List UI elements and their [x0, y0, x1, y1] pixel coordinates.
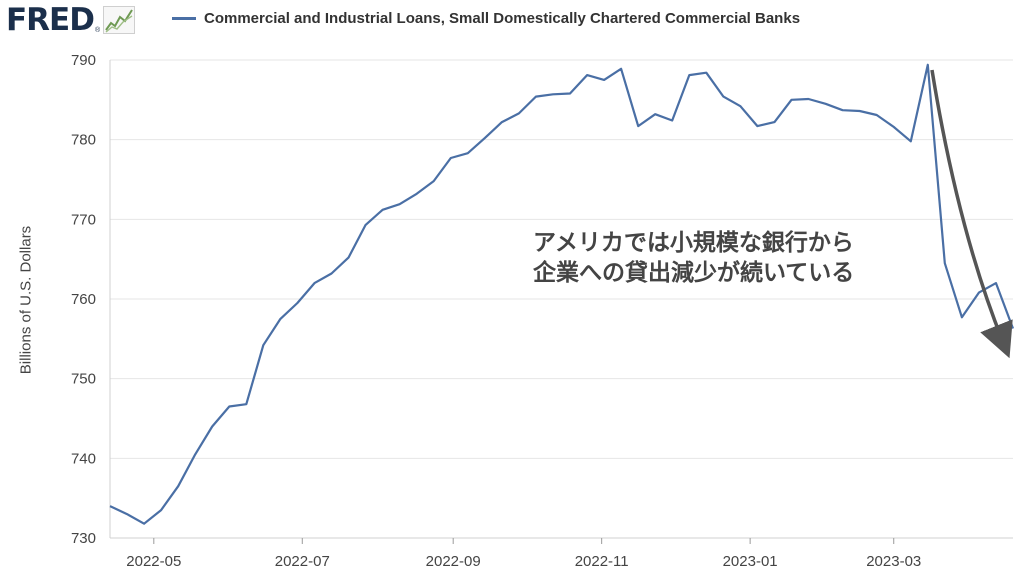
legend-series-name: Commercial and Industrial Loans, Small D… [204, 10, 801, 27]
legend-swatch [172, 17, 196, 20]
series-line [109, 63, 1015, 525]
annotation-line-2: 企業への貸出減少が続いている [533, 260, 855, 286]
registered-mark: ® [94, 26, 101, 34]
y-tick-label: 730 [71, 530, 96, 547]
y-tick-label: 780 [71, 132, 96, 149]
y-tick-label: 740 [71, 450, 96, 467]
downtrend-arrow [930, 69, 1013, 359]
fred-logo-text: FRED [6, 2, 95, 38]
fred-line-chart-icon [103, 6, 136, 34]
fred-logo[interactable]: FRED ® [6, 2, 136, 38]
x-tick-label: 2022-09 [426, 553, 481, 570]
annotation-text: アメリカでは小規模な銀行から 企業への貸出減少が続いている [533, 228, 854, 288]
y-tick-label: 750 [71, 371, 96, 388]
annotation-line-1: アメリカでは小規模な銀行から [533, 230, 854, 256]
x-tick-label: 2022-07 [275, 553, 330, 570]
y-tick-label: 760 [71, 291, 96, 308]
x-tick-label: 2023-01 [723, 553, 778, 570]
y-tick-label: 790 [71, 52, 96, 69]
chart-legend: Commercial and Industrial Loans, Small D… [172, 8, 804, 30]
x-tick-label: 2022-05 [126, 553, 181, 570]
x-tick-label: 2022-11 [575, 553, 629, 570]
series-line-group [109, 63, 1015, 525]
x-tick-labels: 2022-05 2022-07 2022-09 2022-11 2023-01 2023-… [126, 538, 921, 570]
grid-lines [109, 59, 1013, 539]
y-tick-label: 770 [71, 211, 96, 228]
y-tick-labels: 790 780 770 760 750 740 730 [71, 52, 96, 547]
x-tick-label: 2023-03 [866, 553, 921, 570]
